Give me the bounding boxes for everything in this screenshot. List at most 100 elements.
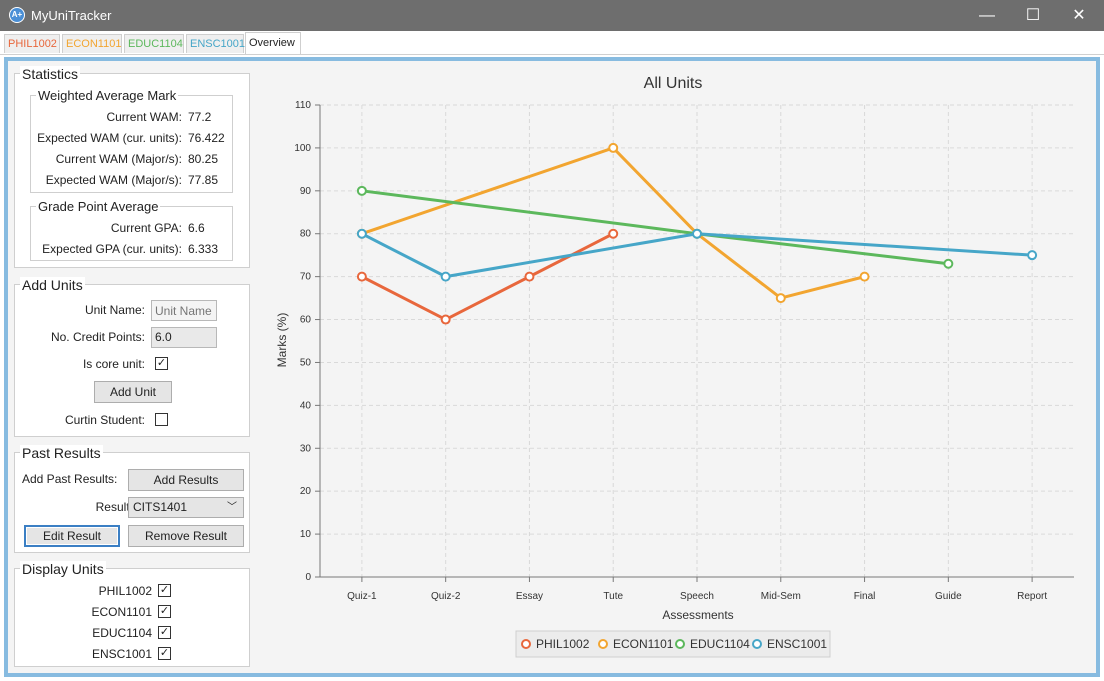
data-point: [608, 228, 619, 239]
data-point: [440, 314, 451, 325]
display-unit-checkbox[interactable]: ✓: [158, 626, 171, 639]
display-unit-label: PHIL1002: [98, 584, 152, 598]
core-unit-label: Is core unit:: [82, 357, 145, 371]
legend-label: ECON1101: [613, 637, 674, 651]
y-tick-label: 110: [295, 100, 311, 111]
gpa-value: 6.333: [188, 242, 219, 256]
unit-name-input[interactable]: [151, 300, 217, 321]
gpa-group: Grade Point Average Current GPA: 6.6 Exp…: [30, 199, 233, 261]
y-tick-label: 20: [300, 486, 312, 497]
data-point: [859, 271, 870, 282]
statistics-group: Statistics Weighted Average Mark Current…: [14, 66, 250, 268]
y-tick-label: 10: [300, 529, 312, 540]
credit-points-label: No. Credit Points:: [50, 330, 145, 344]
window-title: MyUniTracker: [31, 8, 112, 23]
chevron-down-icon: ﹀: [227, 502, 237, 513]
display-unit-label: ECON1101: [91, 605, 152, 619]
curtin-student-label: Curtin Student:: [64, 413, 145, 427]
chart-pane: All Units Assessments Marks (%) 0 10 20 30 4…: [258, 63, 1092, 666]
data-point: [356, 228, 367, 239]
gpa-value: 6.6: [188, 221, 205, 235]
legend-marker: [598, 639, 608, 649]
y-tick-label: 70: [300, 272, 312, 283]
tab-label: ENSC1001: [190, 38, 246, 50]
series-line: [361, 189, 949, 266]
data-point: [356, 185, 367, 196]
core-unit-checkbox[interactable]: ✓: [155, 357, 168, 370]
edit-result-button[interactable]: Edit Result: [24, 525, 120, 547]
wam-label: Expected WAM (Major/s):: [45, 173, 182, 187]
y-tick-label: 90: [300, 186, 312, 197]
wam-label: Current WAM (Major/s):: [55, 152, 182, 166]
wam-value: 80.25: [188, 152, 219, 166]
gpa-label: Expected GPA (cur. units):: [42, 242, 182, 256]
wam-group: Weighted Average Mark Current WAM: 77.2 …: [30, 88, 233, 193]
unit-name-label: Unit Name:: [84, 303, 145, 317]
result-select[interactable]: CITS1401 ﹀: [128, 497, 244, 518]
data-point: [1027, 250, 1038, 261]
maximize-button[interactable]: ☐: [1025, 7, 1041, 24]
data-point: [524, 271, 535, 282]
add-units-title: Add Units: [20, 277, 85, 293]
gpa-title: Grade Point Average: [36, 199, 161, 214]
tab-phil1002[interactable]: PHIL1002: [4, 34, 60, 53]
tab-label: PHIL1002: [8, 38, 57, 50]
wam-value: 77.85: [188, 173, 219, 187]
data-point: [356, 271, 367, 282]
x-tick-label: Tute: [603, 591, 623, 602]
x-tick-label: Speech: [680, 591, 714, 602]
display-unit-checkbox[interactable]: ✓: [158, 647, 171, 660]
tab-ensc1001[interactable]: ENSC1001: [186, 34, 246, 53]
display-unit-checkbox[interactable]: ✓: [158, 584, 171, 597]
tab-label: EDUC1104: [128, 38, 183, 50]
curtin-student-checkbox[interactable]: [155, 413, 168, 426]
tab-label: Overview: [249, 37, 295, 49]
y-tick-label: 60: [300, 315, 312, 326]
credit-points-input[interactable]: 6.0: [151, 327, 217, 348]
legend-label: EDUC1104: [690, 637, 750, 651]
data-point: [608, 142, 619, 153]
app-icon: A+: [9, 7, 25, 23]
title-bar: A+ MyUniTracker — ☐ ✕: [0, 0, 1104, 31]
data-point: [440, 271, 451, 282]
display-unit-checkbox[interactable]: ✓: [158, 605, 171, 618]
legend-marker: [521, 639, 531, 649]
add-results-button[interactable]: Add Results: [128, 469, 244, 491]
y-tick-label: 80: [300, 229, 312, 240]
add-unit-button[interactable]: Add Unit: [94, 381, 172, 403]
x-tick-label: Quiz-2: [431, 591, 461, 602]
display-unit-label: EDUC1104: [92, 626, 152, 640]
remove-result-button[interactable]: Remove Result: [128, 525, 244, 547]
wam-label: Current WAM:: [106, 110, 182, 124]
legend-marker: [752, 639, 762, 649]
wam-value: 77.2: [188, 110, 212, 124]
y-tick-label: 40: [300, 400, 312, 411]
display-units-group: Display Units PHIL1002 ✓ ECON1101 ✓ EDUC…: [14, 561, 250, 667]
y-tick-label: 0: [305, 572, 311, 583]
result-label: Result:: [95, 500, 133, 514]
x-tick-label: Essay: [516, 591, 543, 602]
tab-overview[interactable]: Overview: [245, 32, 301, 54]
data-point: [692, 228, 702, 239]
tab-label: ECON1101: [66, 38, 122, 50]
y-tick-label: 100: [294, 143, 311, 154]
tab-educ1104[interactable]: EDUC1104: [124, 34, 184, 53]
x-tick-label: Mid-Sem: [761, 591, 801, 602]
x-tick-label: Guide: [935, 591, 962, 602]
tab-bar: PHIL1002 ECON1101 EDUC1104 ENSC1001 Over…: [0, 31, 1104, 55]
line-chart: All Units Assessments Marks (%) 0 10 20 30 4…: [275, 75, 1074, 658]
close-button[interactable]: ✕: [1072, 7, 1086, 24]
series-line: [361, 232, 1033, 279]
gpa-label: Current GPA:: [110, 221, 182, 235]
add-units-group: Add Units Unit Name: No. Credit Points: …: [14, 277, 250, 437]
past-results-group: Past Results Add Past Results: Add Resul…: [14, 445, 250, 553]
wam-value: 76.422: [188, 131, 225, 145]
legend-marker: [675, 639, 685, 649]
tab-econ1101[interactable]: ECON1101: [62, 34, 122, 53]
legend-box: [515, 630, 831, 658]
display-units-title: Display Units: [20, 561, 106, 577]
legend-label: PHIL1002: [536, 637, 590, 651]
minimize-button[interactable]: —: [979, 7, 995, 24]
x-tick-label: Final: [854, 591, 876, 602]
wam-title: Weighted Average Mark: [36, 88, 179, 103]
